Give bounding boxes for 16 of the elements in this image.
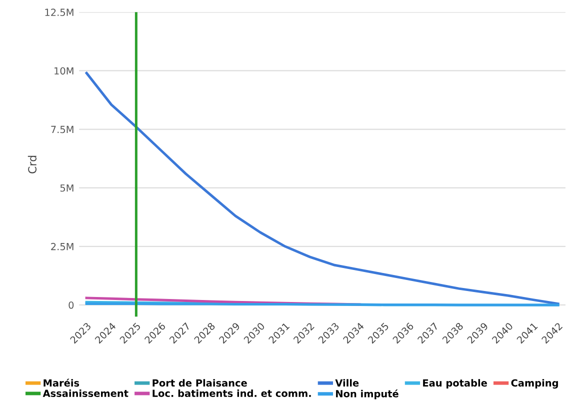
legend-label: Ville <box>335 379 359 387</box>
legend-label: Loc. batiments ind. et comm. <box>152 389 311 398</box>
legend-label: Eau potable <box>423 379 487 389</box>
y-tick-label: 7.5M <box>51 126 74 134</box>
y-tick-label: 0 <box>68 301 74 309</box>
y-tick-label: 2.5M <box>51 242 74 250</box>
legend-label: Non imputé <box>336 389 398 400</box>
legend-label: Assainissement <box>42 389 128 398</box>
y-tick-label: 12.5M <box>45 8 74 16</box>
y-tick-label: 5M <box>60 184 74 192</box>
legend-label: Port de Plaisance <box>152 379 247 387</box>
line-series <box>85 72 560 306</box>
legend-label: Camping <box>511 379 558 389</box>
y-axis-title: Crd <box>28 156 37 174</box>
y-tick-label: 10M <box>54 67 74 75</box>
legend-label: Maréis <box>44 378 80 387</box>
